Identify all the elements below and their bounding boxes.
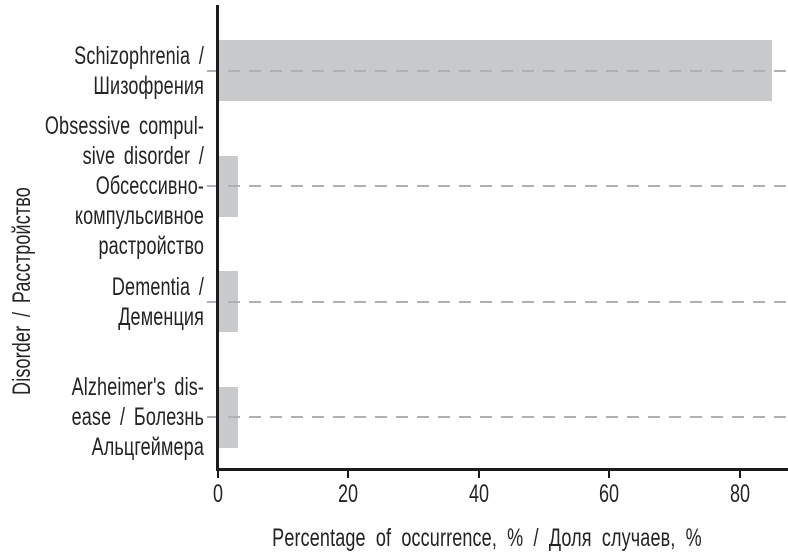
x-tick-mark-2 (477, 471, 480, 478)
x-axis-title: Percentage of occurrence, % / Доля случа… (272, 524, 702, 552)
x-tick-label-2: 40 (468, 480, 489, 508)
x-tick-mark-0 (217, 471, 219, 478)
y-axis-line (216, 5, 219, 471)
x-tick-label-0: 0 (212, 480, 224, 508)
category-label-0: Schizophrenia / Шизофрения (74, 41, 204, 100)
gridline-2 (207, 300, 786, 303)
x-tick-label-1: 20 (338, 480, 359, 508)
category-label-3: Alzheimer's dis- ease / Болезнь Альцгейм… (71, 373, 204, 461)
gridline-1 (207, 185, 786, 187)
gridline-3 (207, 416, 786, 418)
x-tick-mark-1 (347, 471, 350, 478)
x-tick-mark-4 (738, 471, 741, 478)
x-tick-label-3: 60 (599, 480, 620, 508)
gridline-0 (207, 69, 786, 72)
x-tick-label-4: 80 (729, 480, 750, 508)
x-axis-line (216, 468, 788, 471)
category-label-1: Obsessive compul- sive disorder / Обсесс… (44, 112, 204, 260)
category-label-2: Dementia / Деменция (111, 272, 204, 331)
x-tick-mark-3 (608, 471, 611, 478)
